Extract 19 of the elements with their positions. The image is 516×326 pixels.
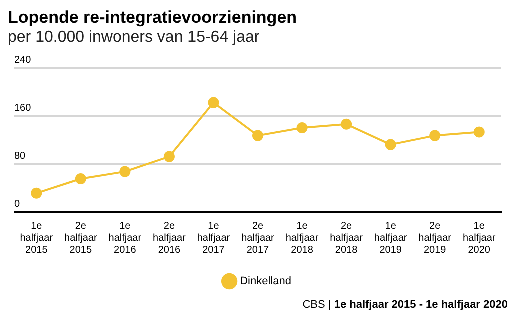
y-tick-label: 160 <box>14 102 32 114</box>
y-tick-label: 0 <box>14 198 20 210</box>
x-tick-label: 2e halfjaar 2016 <box>153 220 187 256</box>
x-tick-label: 1e halfjaar 2015 <box>20 220 54 256</box>
x-tick-label: 1e halfjaar 2016 <box>108 220 142 256</box>
x-tick-label: 2e halfjaar 2019 <box>418 220 452 256</box>
chart-title: Lopende re-integratievoorzieningen <box>8 8 298 28</box>
y-tick-label: 240 <box>14 54 32 66</box>
x-tick-label: 2e halfjaar 2017 <box>242 220 276 256</box>
x-tick-label: 2e halfjaar 2015 <box>64 220 98 256</box>
x-tick-label: 1e halfjaar 2020 <box>462 220 496 256</box>
chart-subtitle: per 10.000 inwoners van 15-64 jaar <box>8 28 261 48</box>
y-tick-label: 80 <box>14 150 26 162</box>
legend-label: Dinkelland <box>240 276 292 288</box>
text: CBS | 1e halfjaar 2015 - 1e halfjaar 2020 <box>302 299 508 311</box>
x-tick-label: 2e halfjaar 2018 <box>330 220 364 256</box>
x-tick-label: 1e halfjaar 2019 <box>374 220 408 256</box>
x-tick-label: 1e halfjaar 2018 <box>286 220 320 256</box>
x-tick-label: 1e halfjaar 2017 <box>197 220 231 256</box>
